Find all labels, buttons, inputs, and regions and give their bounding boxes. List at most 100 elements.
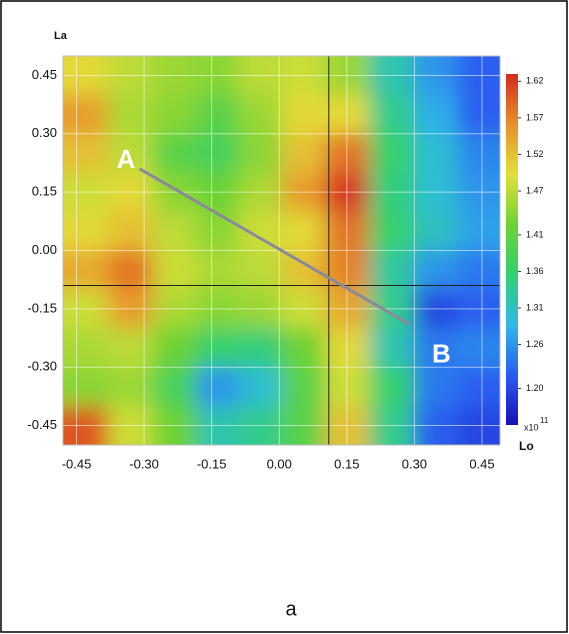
heat-cell: [369, 328, 416, 369]
heat-cell: [63, 94, 110, 135]
heat-cell: [153, 94, 197, 135]
heat-cell: [369, 250, 416, 291]
heat-cell: [457, 328, 500, 369]
heat-cell: [414, 211, 459, 252]
heat-cell: [238, 250, 283, 291]
heat-cell: [195, 328, 240, 369]
heat-cell: [281, 56, 326, 96]
y-tick-label: -0.45: [27, 417, 57, 432]
heat-cell: [414, 94, 459, 135]
point-label: A: [117, 144, 136, 174]
heat-cell: [324, 367, 371, 408]
heat-cell: [63, 250, 110, 291]
colorbar-tick-label: 1.31: [526, 302, 544, 312]
y-tick-label: -0.30: [27, 359, 57, 374]
profile-line: [138, 167, 411, 326]
heat-cell: [281, 367, 326, 408]
heat-cell: [195, 56, 240, 96]
x-tick-label: 0.45: [469, 456, 494, 471]
heat-cell: [324, 211, 371, 252]
x-axis-label: Lo: [519, 439, 534, 453]
heat-cell: [63, 328, 110, 369]
heat-cell: [414, 56, 459, 96]
heat-cell: [195, 211, 240, 252]
heat-cell: [63, 133, 110, 174]
heat-cell: [369, 367, 416, 408]
heat-cell: [324, 328, 371, 369]
heat-cell: [153, 250, 197, 291]
x-tick-label: 0.00: [267, 456, 292, 471]
colorbar-tick-label: 1.41: [526, 229, 544, 239]
heat-cell: [238, 56, 283, 96]
y-tick-label: 0.00: [32, 242, 57, 257]
colorbar-tick-label: 1.36: [526, 266, 544, 276]
colorbar-tick-label: 1.26: [526, 339, 544, 349]
heat-cell: [369, 211, 416, 252]
heat-cell: [414, 367, 459, 408]
heat-cell: [108, 250, 155, 291]
heat-cell: [195, 94, 240, 135]
heat-cell: [457, 133, 500, 174]
heat-cell: [108, 94, 155, 135]
colorbar-tick-label: 1.20: [526, 383, 544, 393]
heat-cell: [281, 133, 326, 174]
heat-cell: [63, 56, 110, 96]
heat-cell: [414, 250, 459, 291]
heat-cell: [281, 211, 326, 252]
x-tick-label: -0.15: [197, 456, 227, 471]
heat-cell: [195, 367, 240, 408]
heat-cell: [324, 250, 371, 291]
point-label: B: [432, 338, 451, 368]
colorbar-tick-label: 1.52: [526, 149, 544, 159]
heat-cell: [369, 56, 416, 96]
heat-cell: [369, 133, 416, 174]
heat-cell: [324, 94, 371, 135]
heat-cell: [324, 133, 371, 174]
colorbar-tick-label: 1.57: [526, 112, 544, 122]
heat-cell: [153, 56, 197, 96]
heat-cell: [108, 328, 155, 369]
colorbar-tick-label: 1.62: [526, 76, 544, 86]
heat-cell: [153, 406, 197, 445]
heat-cell: [153, 328, 197, 369]
heat-cell: [153, 367, 197, 408]
heat-cell: [108, 211, 155, 252]
heat-cell: [369, 94, 416, 135]
heat-cell: [108, 133, 155, 174]
heat-cell: [153, 211, 197, 252]
heat-cell: [153, 133, 197, 174]
y-tick-label: 0.30: [32, 125, 57, 140]
heat-cell: [63, 211, 110, 252]
y-tick-label: 0.45: [32, 67, 57, 82]
heat-cell: [238, 211, 283, 252]
y-tick-label: 0.15: [32, 184, 57, 199]
heat-cell: [108, 56, 155, 96]
heat-cell: [238, 367, 283, 408]
colorbar-unit: x10: [524, 422, 539, 432]
colorbar-exponent: 11: [540, 416, 549, 425]
colorbar-tick-label: 1.47: [526, 185, 544, 195]
heat-cell: [457, 367, 500, 408]
heat-cell: [108, 367, 155, 408]
x-tick-label: -0.30: [129, 456, 159, 471]
caption: a: [285, 598, 297, 620]
heat-cell: [457, 211, 500, 252]
heat-cell: [238, 328, 283, 369]
plot-border: [62, 55, 501, 446]
x-tick-label: -0.45: [62, 456, 92, 471]
heat-cell: [457, 56, 500, 96]
heat-cell: [195, 133, 240, 174]
heat-cell: [238, 133, 283, 174]
y-tick-label: -0.15: [27, 300, 57, 315]
heat-cell: [281, 94, 326, 135]
y-axis-label: La: [54, 30, 68, 42]
heat-cell: [457, 250, 500, 291]
heat-cell: [238, 94, 283, 135]
x-tick-label: 0.15: [334, 456, 359, 471]
heat-cell: [195, 250, 240, 291]
heat-cell: [414, 328, 459, 369]
colorbar: [506, 74, 518, 425]
heat-cell: [414, 133, 459, 174]
